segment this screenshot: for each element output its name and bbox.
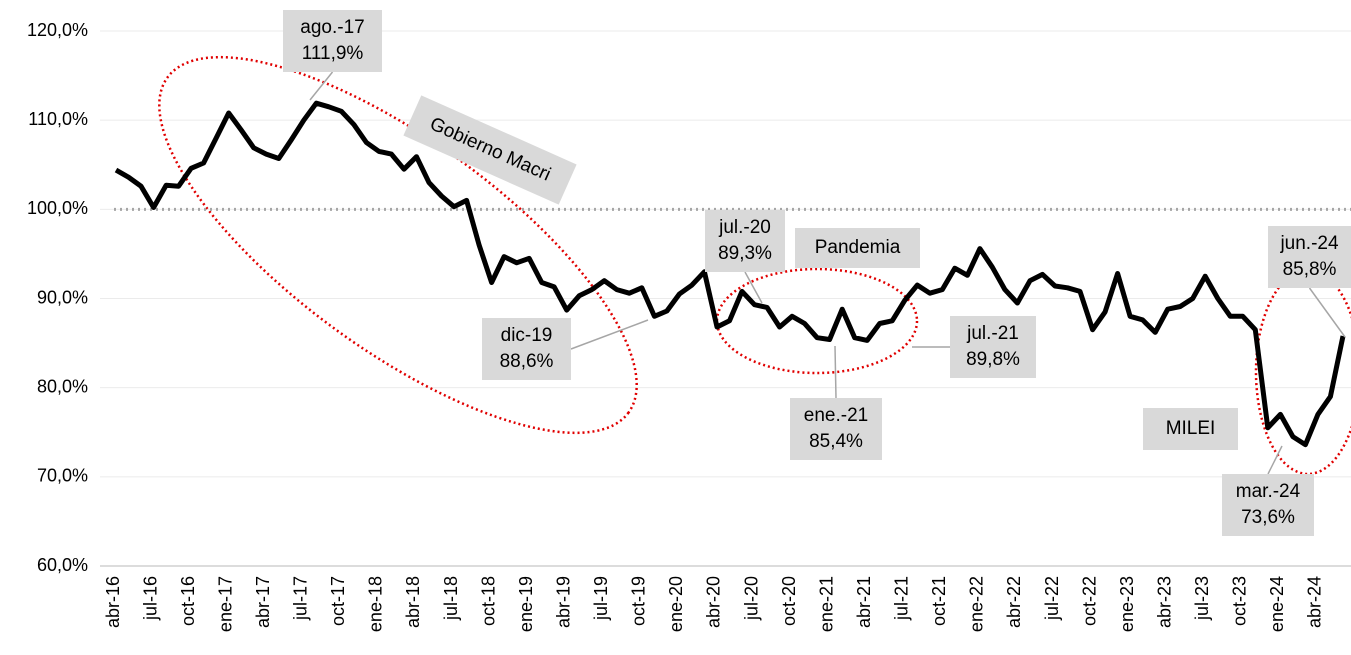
annotation-text: 85,8%: [1283, 259, 1337, 280]
x-tick-label: jul-16: [140, 576, 160, 621]
annotation: dic-19 88,6%: [482, 318, 571, 380]
y-tick-label: 110,0%: [28, 109, 88, 129]
x-tick-label: ene-24: [1267, 576, 1287, 632]
annotation-box: [1143, 408, 1238, 450]
annotation-box: [950, 316, 1036, 378]
x-tick-label: oct-22: [1079, 576, 1099, 626]
annotation-text: jul.-21: [966, 323, 1019, 344]
x-tick-label: jul-18: [441, 576, 461, 621]
x-tick-label: abr-24: [1305, 576, 1325, 628]
y-tick-label: 70,0%: [37, 466, 88, 486]
x-tick-label: abr-16: [103, 576, 123, 628]
annotation: Gobierno Macri: [403, 95, 577, 205]
annotation: ago.-17 111,9%: [283, 10, 382, 72]
annotation-pointer: [1308, 287, 1346, 338]
x-tick-label: abr-17: [253, 576, 273, 628]
annotation-box: [1222, 474, 1314, 536]
x-tick-label: ene-20: [666, 576, 686, 632]
x-tick-label: abr-23: [1154, 576, 1174, 628]
x-tick-label: oct-18: [478, 576, 498, 626]
x-tick-label: jul-19: [591, 576, 611, 621]
annotation-text: 89,8%: [966, 349, 1020, 370]
annotation-text: MILEI: [1166, 418, 1216, 439]
annotation: ene.-21 85,4%: [790, 398, 882, 460]
annotation-box: [283, 10, 382, 72]
x-tick-label: ene-21: [816, 576, 836, 632]
x-tick-label: oct-23: [1230, 576, 1250, 626]
x-tick-label: jul-22: [1042, 576, 1062, 621]
annotation-box: [403, 95, 577, 205]
annotation-text: 85,4%: [809, 431, 863, 452]
pandemia-ellipse: [715, 267, 919, 375]
x-tick-label: ene-22: [967, 576, 987, 632]
annotation-text: 88,6%: [500, 351, 554, 372]
annotation-text: mar.-24: [1236, 481, 1301, 502]
y-tick-label: 60,0%: [37, 555, 88, 575]
annotation-text: Pandemia: [815, 237, 901, 258]
x-tick-label: oct-19: [629, 576, 649, 626]
grid: [100, 30, 1351, 567]
annotation: jul.-21 89,8%: [950, 316, 1036, 378]
annotation-text: dic-19: [501, 325, 553, 346]
x-tick-label: ene-17: [215, 576, 235, 632]
annotation-text: ago.-17: [300, 17, 364, 38]
annotation-text: jun.-24: [1279, 233, 1339, 254]
annotation-box: [790, 398, 882, 460]
annotation-text: 89,3%: [718, 243, 772, 264]
macri-ellipse: [158, 55, 638, 435]
y-tick-label: 80,0%: [37, 376, 88, 396]
x-tick-label: abr-21: [854, 576, 874, 628]
annotation: jul.-20 89,3%: [705, 210, 785, 272]
annotation-text: jul.-20: [718, 217, 771, 238]
annotation: MILEI: [1143, 408, 1238, 450]
data-line: [114, 100, 1346, 448]
x-tick-label: ene-18: [366, 576, 386, 632]
x-tick-label: oct-20: [779, 576, 799, 626]
x-tick-label: jul-21: [892, 576, 912, 621]
annotation-pointer: [570, 319, 649, 350]
annotation-box: [482, 318, 571, 380]
annotation: jun.-24 85,8%: [1268, 226, 1351, 288]
annotation-box: [705, 210, 785, 272]
x-tick-label: ene-23: [1117, 576, 1137, 632]
x-tick-label: abr-19: [553, 576, 573, 628]
x-tick-label: oct-21: [929, 576, 949, 626]
annotation-text: ene.-21: [804, 405, 868, 426]
y-tick-label: 100,0%: [27, 198, 88, 218]
annotation-pointer: [834, 345, 837, 399]
x-tick-label: abr-22: [1004, 576, 1024, 628]
annotation: Pandemia: [795, 228, 920, 268]
x-tick-label: jul-23: [1192, 576, 1212, 621]
x-tick-label: abr-18: [403, 576, 423, 628]
annotation-box: [795, 228, 920, 268]
x-tick-label: abr-20: [704, 576, 724, 628]
annotation-box: [1268, 226, 1351, 288]
annotation-pointer: [1267, 445, 1283, 475]
annotation-text: 111,9%: [302, 43, 364, 64]
y-tick-label: 90,0%: [37, 287, 88, 307]
annotation: mar.-24 73,6%: [1222, 474, 1314, 536]
annotation-text: 73,6%: [1241, 507, 1295, 528]
annotation-pointer: [309, 71, 334, 101]
x-tick-label: ene-19: [516, 576, 536, 632]
x-tick-label: jul-20: [741, 576, 761, 621]
y-tick-label: 120,0%: [27, 20, 88, 40]
x-tick-label: oct-16: [178, 576, 198, 626]
x-tick-label: jul-17: [291, 576, 311, 621]
x-tick-label: oct-17: [328, 576, 348, 626]
annotation-pointer: [744, 271, 763, 304]
